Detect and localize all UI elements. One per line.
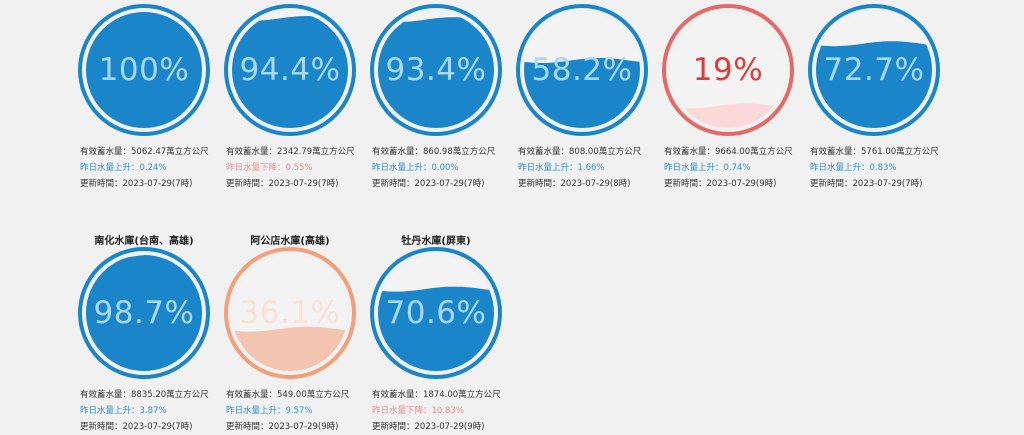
water-wave [232, 16, 348, 128]
updated-text: 更新時間：2023-07-29(7時) [372, 179, 485, 189]
updated-text: 更新時間：2023-07-29(7時) [80, 179, 193, 189]
water-wave [378, 286, 494, 371]
updated-text: 更新時間：2023-07-29(9時) [664, 179, 777, 189]
water-level-gauge: 70.6% [370, 247, 502, 379]
water-level-gauge: 98.7% [78, 247, 210, 379]
water-wave [86, 12, 202, 128]
water-wave [378, 17, 494, 128]
storage-text: 有效蓄水量：9664.00萬立方公尺 [664, 147, 793, 157]
change-text: 昨日水量下降：0.55% [226, 163, 313, 173]
water-fill [232, 326, 348, 371]
water-level-gauge: 94.4% [224, 4, 356, 136]
storage-text: 有效蓄水量：860.98萬立方公尺 [372, 147, 496, 157]
reservoir-name: 南化水庫(台南、高雄) [94, 236, 194, 247]
water-wave [232, 326, 348, 371]
percent-label: 98.7% [93, 295, 195, 331]
updated-text: 更新時間：2023-07-29(7時) [810, 179, 923, 189]
water-level-gauge: 19% [662, 4, 794, 136]
reservoir-name: 阿公店水庫(高雄) [250, 236, 330, 247]
water-level-gauge: 36.1% [224, 247, 356, 379]
updated-text: 更新時間：2023-07-29(9時) [226, 422, 339, 432]
percent-label: 19% [692, 52, 764, 88]
water-level-gauge: 93.4% [370, 4, 502, 136]
change-text: 昨日水量上升：9.57% [226, 406, 313, 416]
updated-text: 更新時間：2023-07-29(7時) [80, 422, 193, 432]
water-level-gauge: 72.7% [808, 4, 940, 136]
water-wave [670, 103, 786, 128]
water-wave [86, 255, 202, 371]
storage-text: 有效蓄水量：8835.20萬立方公尺 [80, 390, 209, 400]
change-text: 昨日水量上升：0.83% [810, 163, 897, 173]
updated-text: 更新時間：2023-07-29(9時) [372, 422, 485, 432]
storage-text: 有效蓄水量：1874.00萬立方公尺 [372, 390, 501, 400]
percent-label: 36.1% [239, 295, 341, 331]
change-text: 昨日水量上升：0.00% [372, 163, 459, 173]
water-fill [378, 17, 494, 128]
change-text: 昨日水量上升：3.87% [80, 406, 167, 416]
water-fill [524, 58, 640, 128]
change-text: 昨日水量上升：1.66% [518, 163, 605, 173]
storage-text: 有效蓄水量：5761.00萬立方公尺 [810, 147, 939, 157]
updated-text: 更新時間：2023-07-29(7時) [226, 179, 339, 189]
percent-label: 70.6% [385, 295, 487, 331]
percent-label: 58.2% [531, 52, 633, 88]
water-fill [86, 12, 202, 128]
water-wave [816, 41, 932, 128]
change-text: 昨日水量下降：10.83% [372, 406, 464, 416]
reservoir-name: 牡丹水庫(屏東) [401, 236, 471, 247]
water-level-gauge: 100% [78, 4, 210, 136]
percent-label: 94.4% [239, 52, 341, 88]
storage-text: 有效蓄水量：549.00萬立方公尺 [226, 390, 350, 400]
water-fill [86, 255, 202, 371]
water-fill [816, 41, 932, 128]
water-fill [670, 103, 786, 128]
percent-label: 100% [98, 52, 190, 88]
water-wave [524, 58, 640, 128]
percent-label: 72.7% [823, 52, 925, 88]
water-level-gauge: 58.2% [516, 4, 648, 136]
change-text: 昨日水量上升：0.24% [80, 163, 167, 173]
updated-text: 更新時間：2023-07-29(8時) [518, 179, 631, 189]
storage-text: 有效蓄水量：5062.47萬立方公尺 [80, 147, 209, 157]
water-fill [232, 16, 348, 128]
storage-text: 有效蓄水量：2342.79萬立方公尺 [226, 147, 355, 157]
percent-label: 93.4% [385, 52, 487, 88]
water-fill [378, 286, 494, 371]
change-text: 昨日水量上升：0.74% [664, 163, 751, 173]
storage-text: 有效蓄水量：808.00萬立方公尺 [518, 147, 642, 157]
